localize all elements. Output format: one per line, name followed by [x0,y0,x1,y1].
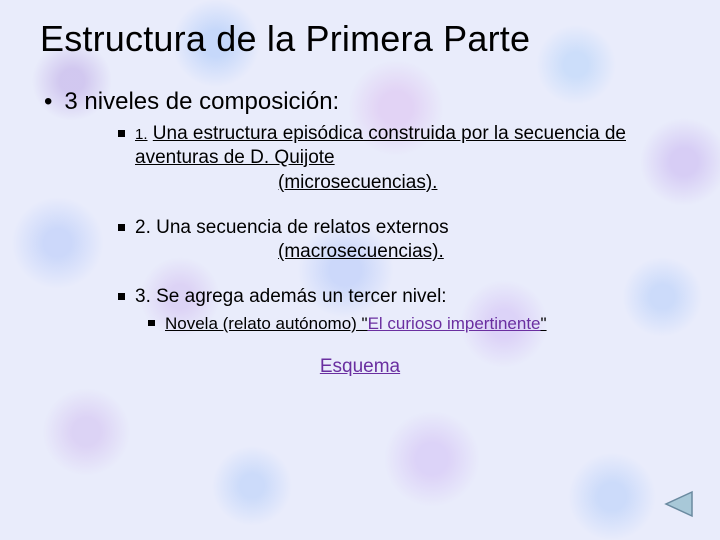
item1-line2: aventuras de D. Quijote [135,147,335,168]
item1-num: 1. [135,126,148,143]
bullet-level1: • 3 niveles de composición: [44,88,680,116]
item3-sub-link[interactable]: El curioso impertinente [368,314,541,333]
back-button[interactable] [662,490,696,518]
item3-text: 3. Se agrega además un tercer nivel: [135,285,680,309]
item2-text: 2. Una secuencia de relatos externos [135,216,680,240]
footer-link-esquema[interactable]: Esquema [320,356,400,377]
list-item-head: 3. Se agrega además un tercer nivel: [118,285,680,309]
bullet-level1-text: 3 niveles de composición: [64,88,339,116]
list-item: 3. Se agrega además un tercer nivel: Nov… [118,285,680,334]
list-item: 1. Una estructura episódica construida p… [118,122,680,194]
item3-sub-pre: Novela (relato autónomo) " [165,314,368,333]
item1-line1: Una estructura episódica construida por … [153,123,626,144]
item3-sub-post: " [541,314,547,333]
square-bullet-icon [148,320,155,326]
square-bullet-icon [118,293,125,300]
slide-title: Estructura de la Primera Parte [40,18,680,60]
item1-micro: (microsecuencias). [278,172,680,194]
triangle-left-icon [662,490,696,518]
bullet-dot: • [44,88,52,116]
list-item-head: 2. Una secuencia de relatos externos [118,216,680,240]
list-item: 2. Una secuencia de relatos externos (ma… [118,216,680,264]
square-bullet-icon [118,224,125,231]
list-subitem: Novela (relato autónomo) "El curioso imp… [148,313,680,334]
list-item-head: 1. Una estructura episódica construida p… [118,122,680,170]
square-bullet-icon [118,130,125,137]
item2-micro: (macrosecuencias). [278,241,680,263]
